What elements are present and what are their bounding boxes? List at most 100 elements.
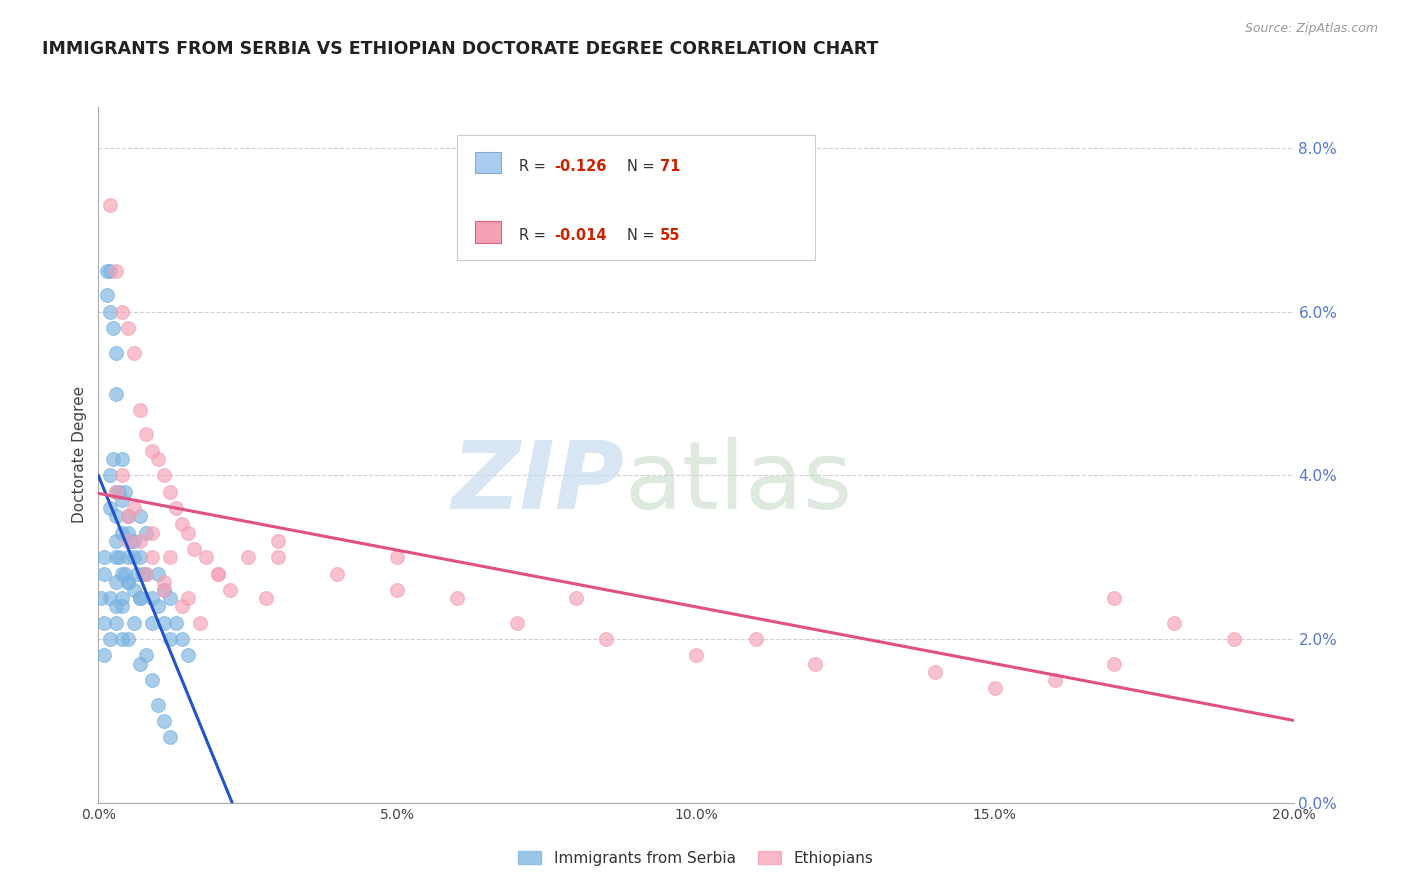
Point: [565, 591, 588, 606]
Point: [141, 591, 163, 606]
Point: [117, 632, 139, 646]
Point: [105, 386, 128, 401]
Point: [135, 427, 157, 442]
Point: [93, 648, 115, 663]
Point: [105, 484, 128, 499]
Point: [159, 731, 181, 745]
Point: [103, 321, 125, 335]
Point: [153, 468, 176, 483]
Point: [105, 345, 128, 359]
Point: [117, 533, 139, 548]
Point: [111, 599, 134, 614]
Text: R =: R =: [519, 228, 551, 244]
Point: [129, 533, 152, 548]
Point: [120, 533, 142, 548]
Point: [984, 681, 1007, 696]
Point: [117, 574, 139, 589]
Point: [117, 550, 139, 565]
Point: [93, 566, 115, 581]
Point: [685, 648, 707, 663]
Point: [117, 509, 139, 524]
Point: [267, 533, 290, 548]
Legend: Immigrants from Serbia, Ethiopians: Immigrants from Serbia, Ethiopians: [512, 845, 880, 871]
Point: [1104, 657, 1126, 671]
Text: IMMIGRANTS FROM SERBIA VS ETHIOPIAN DOCTORATE DEGREE CORRELATION CHART: IMMIGRANTS FROM SERBIA VS ETHIOPIAN DOCT…: [42, 40, 879, 58]
Point: [117, 509, 139, 524]
Point: [1163, 615, 1185, 630]
Point: [105, 264, 128, 278]
Point: [111, 468, 134, 483]
Point: [98, 304, 122, 318]
Point: [129, 550, 152, 565]
Point: [124, 533, 146, 548]
Point: [117, 321, 139, 335]
Point: [124, 582, 146, 597]
Point: [183, 542, 205, 557]
Point: [114, 484, 136, 499]
Point: [153, 615, 176, 630]
Text: N =: N =: [627, 159, 659, 174]
Text: Source: ZipAtlas.com: Source: ZipAtlas.com: [1244, 22, 1378, 36]
Point: [117, 525, 139, 540]
Point: [1223, 632, 1246, 646]
Point: [93, 550, 115, 565]
Point: [172, 599, 194, 614]
Point: [148, 452, 170, 467]
Text: R =: R =: [519, 159, 551, 174]
Y-axis label: Doctorate Degree: Doctorate Degree: [72, 386, 87, 524]
Point: [135, 648, 157, 663]
Point: [90, 591, 112, 606]
Point: [148, 698, 170, 712]
Point: [924, 665, 946, 679]
Point: [254, 591, 277, 606]
Point: [111, 452, 134, 467]
Point: [236, 550, 259, 565]
Point: [105, 550, 128, 565]
Point: [172, 517, 194, 532]
Point: [165, 501, 187, 516]
Point: [93, 615, 115, 630]
Point: [267, 550, 290, 565]
Point: [385, 582, 409, 597]
Text: atlas: atlas: [624, 437, 852, 529]
Point: [148, 566, 170, 581]
Text: -0.126: -0.126: [554, 159, 606, 174]
Point: [177, 525, 200, 540]
Point: [98, 591, 122, 606]
Point: [96, 264, 118, 278]
Text: 71: 71: [661, 159, 681, 174]
FancyBboxPatch shape: [457, 135, 815, 260]
Point: [141, 443, 163, 458]
Point: [108, 484, 131, 499]
Point: [98, 198, 122, 212]
Point: [135, 566, 157, 581]
Point: [148, 599, 170, 614]
Point: [129, 657, 152, 671]
Point: [195, 550, 218, 565]
Point: [132, 566, 155, 581]
Point: [124, 501, 146, 516]
Point: [111, 566, 134, 581]
Point: [804, 657, 827, 671]
Point: [111, 304, 134, 318]
Point: [159, 550, 181, 565]
Point: [129, 591, 152, 606]
Point: [98, 264, 122, 278]
Point: [105, 509, 128, 524]
Point: [153, 714, 176, 728]
Point: [98, 632, 122, 646]
Point: [105, 574, 128, 589]
Point: [141, 525, 163, 540]
Point: [111, 492, 134, 507]
Point: [111, 525, 134, 540]
Point: [159, 591, 181, 606]
Point: [595, 632, 617, 646]
Point: [103, 452, 125, 467]
Point: [446, 591, 468, 606]
Text: ZIP: ZIP: [451, 437, 624, 529]
Text: N =: N =: [627, 228, 659, 244]
Point: [124, 615, 146, 630]
Point: [105, 615, 128, 630]
Point: [98, 468, 122, 483]
Point: [124, 550, 146, 565]
